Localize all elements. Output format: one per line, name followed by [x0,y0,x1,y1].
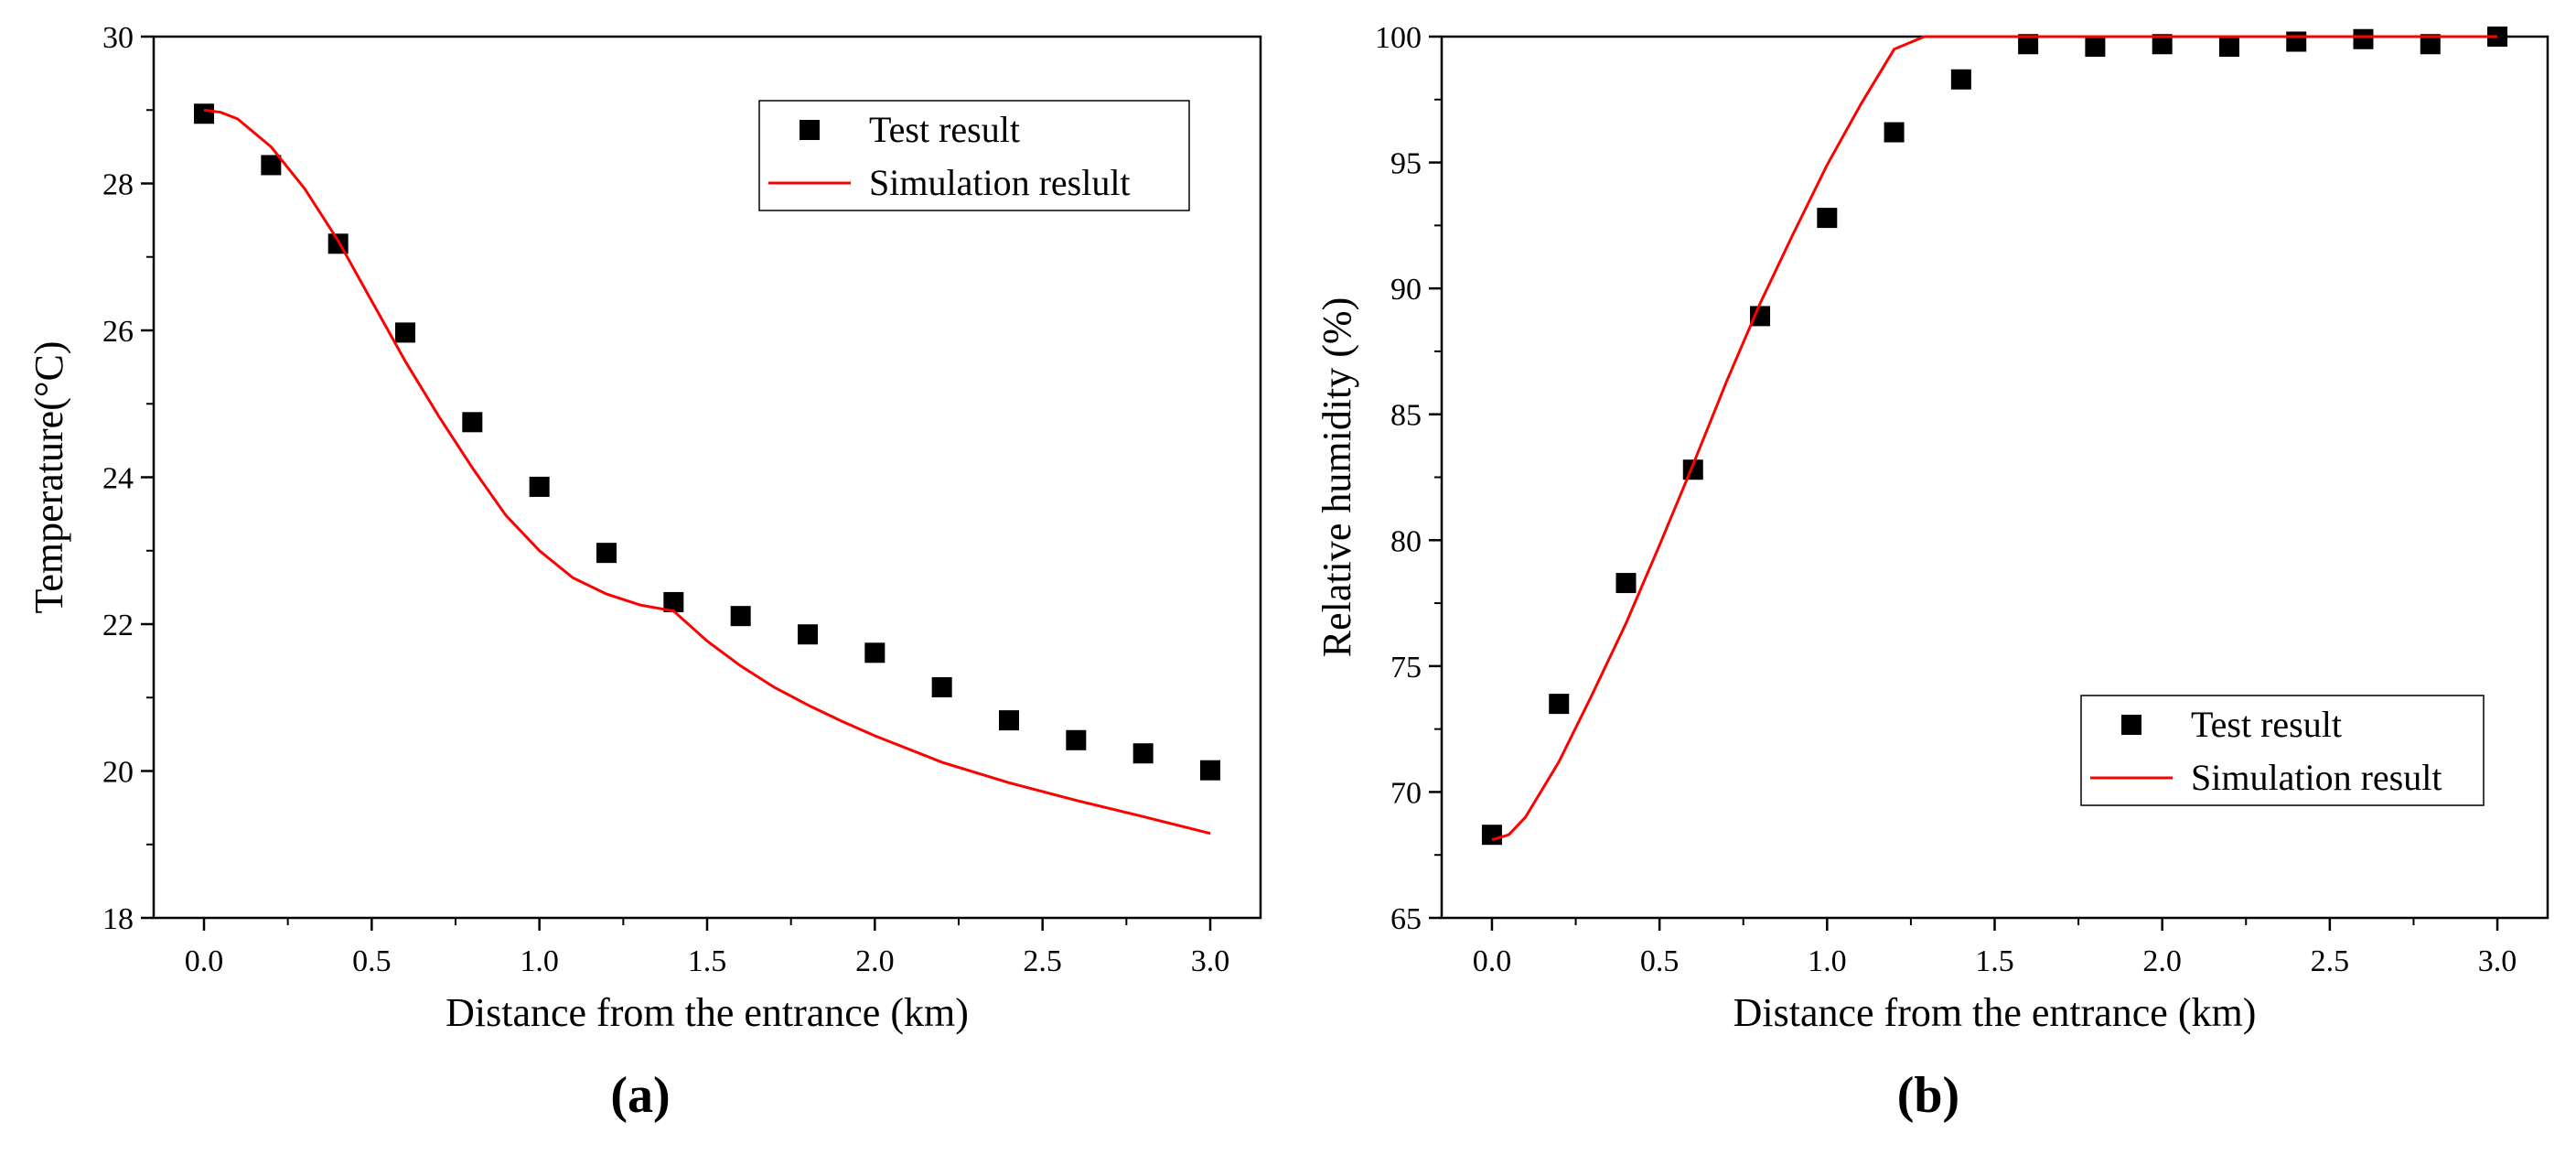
x-axis-title: Distance from the entrance (km) [1733,990,2257,1035]
y-tick-label: 26 [102,315,134,349]
simulation-line [1491,35,2497,842]
test-data-point [194,103,214,124]
legend-box [2080,695,2485,806]
test-data-point [1066,729,1087,750]
test-data-point [931,677,952,698]
x-tick-label: 3.0 [2478,944,2517,978]
y-axis-title: Relative humidity (%) [1315,297,1359,657]
test-data-point [730,606,751,627]
test-data-point [395,322,415,343]
y-tick-label: 22 [102,609,134,642]
legend-label: Simulation result [2191,757,2442,798]
panel-label: (b) [1897,1067,1959,1124]
test-data-point [2420,34,2441,55]
x-tick-label: 3.0 [1191,944,1230,978]
chart-panel-1: 0.0 0.5 1.0 1.5 2.0 2.5 3.0 18 20 22 24 26 28 30 Dista… [27,21,1262,1124]
legend: Test result Simulation result [2080,695,2485,806]
test-data-point [2353,28,2374,49]
x-tick-label: 1.5 [1975,944,2014,978]
legend-box [758,100,1190,211]
y-axis-title: Temperature(°C) [27,341,71,614]
test-data-point [1132,743,1154,764]
x-tick-label: 2.5 [1023,944,1062,978]
y-tick-label: 18 [102,902,134,936]
panel-label: (a) [610,1067,670,1124]
x-tick-label: 2.0 [2142,944,2182,978]
test-data-point [1950,69,1971,90]
test-data-point [1817,208,1838,229]
test-data-point [2487,27,2508,47]
legend-label: Test result [869,109,1020,150]
test-data-point [1200,760,1220,781]
y-tick-label: 70 [1390,776,1422,810]
chart-panel-2: 0.0 0.5 1.0 1.5 2.0 2.5 3.0 65 70 75 80 85 90 95 100 Di… [1315,21,2549,1124]
test-data-point [2286,31,2307,52]
y-tick-label: 24 [102,462,134,496]
test-data-point [1615,573,1637,594]
y-tick-label: 75 [1390,651,1422,685]
legend-label: Test result [2191,704,2342,745]
test-data-point [2152,34,2173,55]
y-tick-label: 90 [1390,273,1422,307]
y-tick-label: 28 [102,168,134,202]
legend-marker-swatch [2121,715,2141,735]
x-tick-label: 0.5 [1640,944,1680,978]
y-tick-label: 20 [102,756,134,790]
x-tick-label: 2.0 [855,944,895,978]
legend: Test result Simulation reslult [758,100,1190,211]
test-data-point [2085,37,2106,58]
x-tick-label: 1.5 [688,944,727,978]
legend-marker-swatch [800,120,820,140]
simulation-line [203,108,1211,836]
test-data-point [663,591,684,612]
y-tick-label: 85 [1390,399,1422,433]
test-data-point [999,710,1019,731]
test-data-point [1884,122,1905,143]
x-tick-label: 0.5 [352,944,392,978]
y-tick-label: 80 [1390,524,1422,558]
y-tick-label: 30 [102,21,134,55]
y-tick-label: 95 [1390,147,1422,181]
test-data-point [798,624,818,645]
test-data-point [1481,825,1502,846]
test-data-point [1549,694,1570,715]
y-tick-label: 100 [1375,21,1422,55]
x-tick-label: 1.0 [520,944,559,978]
test-data-point [462,412,483,433]
x-tick-label: 1.0 [1808,944,1847,978]
x-tick-label: 0.0 [1473,944,1512,978]
x-axis-title: Distance from the entrance (km) [445,990,969,1035]
test-data-point [529,476,550,497]
test-data-point [596,543,617,564]
x-tick-label: 2.5 [2311,944,2350,978]
test-data-point [864,642,886,663]
test-data-point [2218,37,2239,58]
test-data-point [1750,306,1771,327]
test-data-point [261,155,282,176]
legend-label: Simulation reslult [869,162,1131,203]
x-tick-label: 0.0 [185,944,224,978]
y-tick-label: 65 [1390,902,1422,936]
test-data-point [2018,34,2039,55]
